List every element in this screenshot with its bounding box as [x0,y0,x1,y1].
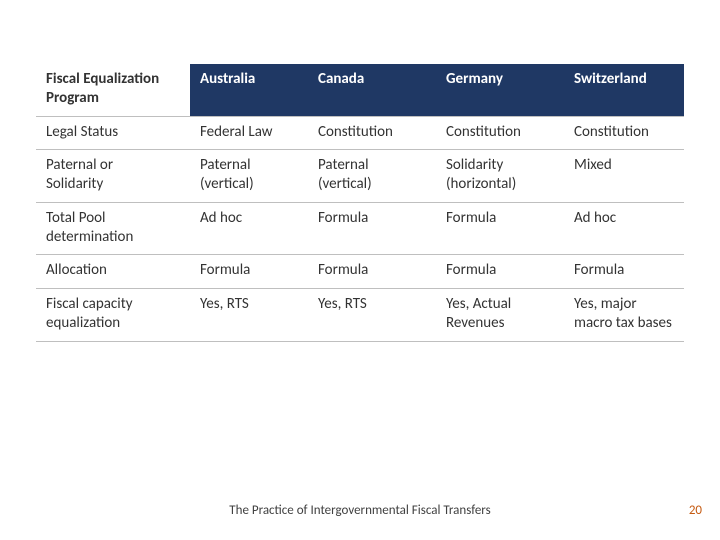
table-row: Paternal or SolidarityPaternal (vertical… [36,150,684,203]
cell: Yes, RTS [190,289,308,342]
row-header-label: Fiscal Equalization Program [36,64,190,116]
cell: Formula [564,255,684,289]
cell: Ad hoc [190,202,308,255]
page-number: 20 [689,503,702,518]
cell: Paternal (vertical) [308,150,436,203]
cell: Yes, RTS [308,289,436,342]
slide: Fiscal Equalization Program Australia Ca… [0,0,720,540]
row-label: Paternal or Solidarity [36,150,190,203]
cell: Formula [308,255,436,289]
cell: Yes, Actual Revenues [436,289,564,342]
row-label: Legal Status [36,116,190,150]
cell: Yes, major macro tax bases [564,289,684,342]
table-row: AllocationFormulaFormulaFormulaFormula [36,255,684,289]
cell: Constitution [436,116,564,150]
cell: Constitution [564,116,684,150]
cell: Constitution [308,116,436,150]
cell: Mixed [564,150,684,203]
cell: Ad hoc [564,202,684,255]
table-row: Legal StatusFederal LawConstitutionConst… [36,116,684,150]
table-row: Fiscal capacity equalizationYes, RTSYes,… [36,289,684,342]
table-row: Total Pool determinationAd hocFormulaFor… [36,202,684,255]
cell: Formula [436,202,564,255]
table-header-row: Fiscal Equalization Program Australia Ca… [36,64,684,116]
col-header: Canada [308,64,436,116]
cell: Formula [190,255,308,289]
col-header: Australia [190,64,308,116]
cell: Formula [308,202,436,255]
col-header: Switzerland [564,64,684,116]
fiscal-table: Fiscal Equalization Program Australia Ca… [36,64,684,342]
col-header: Germany [436,64,564,116]
row-label: Fiscal capacity equalization [36,289,190,342]
table-body: Legal StatusFederal LawConstitutionConst… [36,116,684,341]
row-label: Allocation [36,255,190,289]
cell: Federal Law [190,116,308,150]
row-label: Total Pool determination [36,202,190,255]
cell: Formula [436,255,564,289]
cell: Solidarity (horizontal) [436,150,564,203]
footer-title: The Practice of Intergovernmental Fiscal… [0,503,720,518]
cell: Paternal (vertical) [190,150,308,203]
